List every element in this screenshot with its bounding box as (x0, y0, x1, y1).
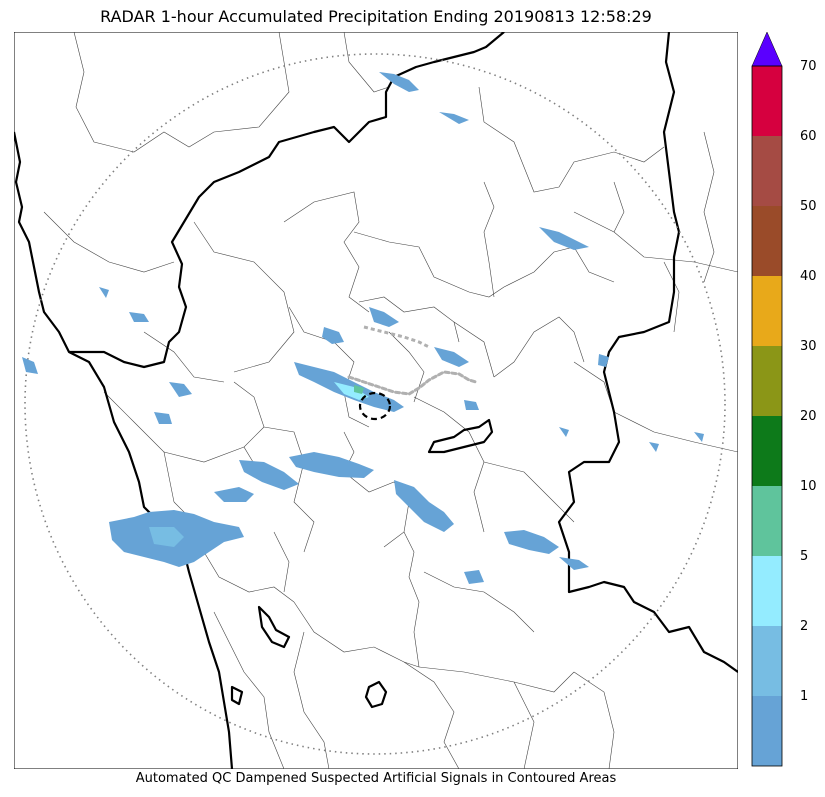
map-title: RADAR 1-hour Accumulated Precipitation E… (100, 7, 652, 26)
colorbar-tick-label: 20 (800, 408, 817, 424)
colorbar-tick-label: 5 (800, 548, 809, 564)
state-borders (14, 32, 738, 769)
colorbar-tick-label: 10 (800, 478, 817, 494)
precipitation-fields (22, 72, 704, 584)
colorbar-tick-label: 2 (800, 618, 809, 634)
colorbar-box (752, 206, 782, 276)
colorbar-box (752, 626, 782, 696)
colorbar-box (752, 276, 782, 346)
colorbar-box (752, 696, 782, 766)
colorbar-box (752, 416, 782, 486)
colorbar-blocks (752, 66, 782, 766)
colorbar-extend-arrow (751, 31, 783, 67)
colorbar-tick-label: 60 (800, 128, 817, 144)
colorbar-box (752, 346, 782, 416)
radar-map (14, 32, 738, 769)
colorbar-tick-label: 70 (800, 58, 817, 74)
radar-site-contour (358, 391, 392, 421)
qc-caption: Automated QC Dampened Suspected Artifici… (135, 771, 617, 786)
precip-colorbar (751, 31, 783, 767)
colorbar-box (752, 556, 782, 626)
colorbar-box (752, 136, 782, 206)
range-ring (24, 53, 726, 755)
qc-contours (347, 325, 478, 421)
colorbar-tick-label: 30 (800, 338, 817, 354)
colorbar-box (752, 486, 782, 556)
colorbar-tick-label: 1 (800, 688, 809, 704)
colorbar-tick-label: 50 (800, 198, 817, 214)
colorbar-box (752, 66, 782, 136)
colorbar-tick-label: 40 (800, 268, 817, 284)
district-boundaries (43, 32, 738, 769)
